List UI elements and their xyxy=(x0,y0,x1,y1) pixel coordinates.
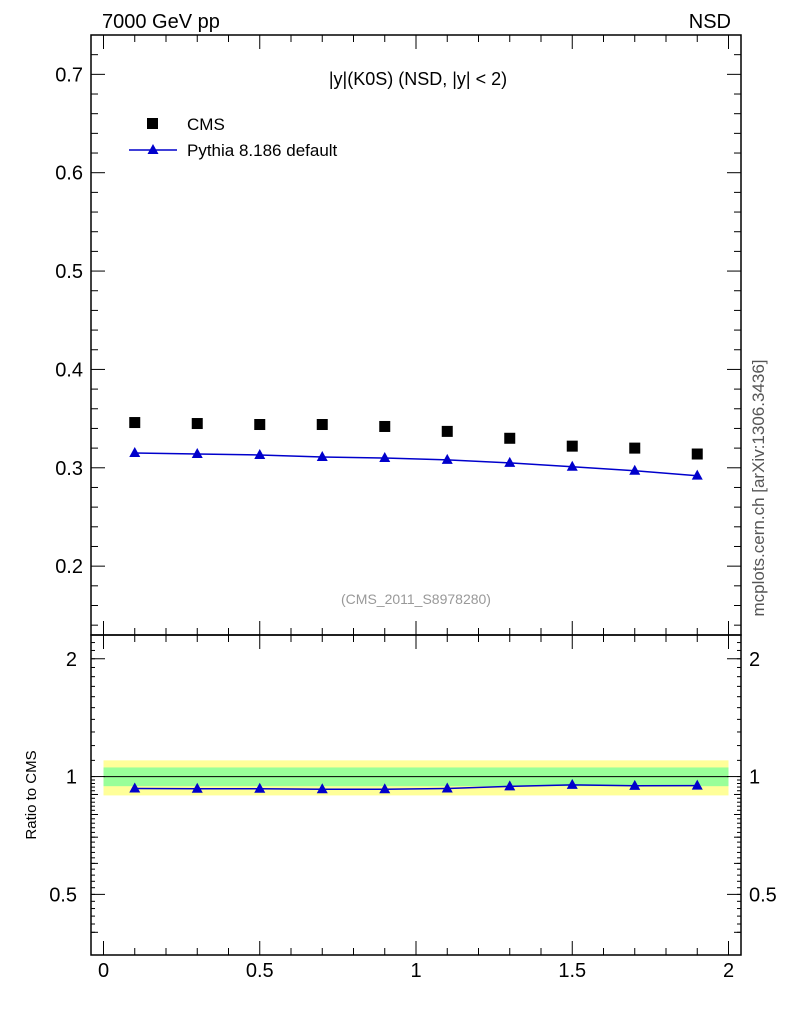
mc-data-point xyxy=(441,453,453,464)
ratio-data-point xyxy=(504,780,516,791)
y-tick-label: 0.4 xyxy=(55,359,83,381)
plot-title: |y|(K0S) (NSD, |y| < 2) xyxy=(329,69,507,89)
y-tick-label: 0.7 xyxy=(55,64,83,86)
cms-data-point xyxy=(566,440,578,452)
process-label: NSD xyxy=(689,11,731,33)
mc-data-point xyxy=(316,450,328,461)
ratio-data-point xyxy=(191,782,203,793)
mc-data-point xyxy=(379,451,391,462)
cms-data-point xyxy=(441,425,453,437)
mc-data-point xyxy=(191,448,203,459)
ratio-y-tick-label-right: 2 xyxy=(749,649,760,671)
main-plot: 0.2 0.3 0.4 0.5 0.6 0.7 |y|(K0S) (NSD, |y| < … xyxy=(55,34,742,636)
cms-data-point xyxy=(316,419,328,431)
side-label: mcplots.cern.ch [arXiv:1306.3436] xyxy=(749,359,768,616)
main-markers-group xyxy=(129,417,703,480)
x-tick-label: 1.5 xyxy=(558,960,586,982)
ratio-data-point xyxy=(379,783,391,794)
cms-data-point xyxy=(129,417,141,429)
energy-label: 7000 GeV pp xyxy=(102,11,220,33)
ratio-data-point xyxy=(316,783,328,794)
legend: CMS Pythia 8.186 default xyxy=(129,115,338,160)
ratio-series-line xyxy=(134,784,698,791)
x-tick-label: 0 xyxy=(98,960,109,982)
cms-data-point xyxy=(691,448,703,460)
ratio-y-tick-label-right: 1 xyxy=(749,767,760,789)
ratio-data-point xyxy=(441,782,453,793)
legend-cms-marker xyxy=(147,118,158,129)
legend-cms-label: CMS xyxy=(187,115,225,134)
ratio-axis-ticks: 0.5 0.5 1 1 2 2 0 0.5 1 1.5 2 xyxy=(49,635,777,982)
mc-data-point xyxy=(129,447,141,458)
cms-data-point xyxy=(504,432,516,444)
x-tick-label: 0.5 xyxy=(246,960,274,982)
ratio-ylabel: Ratio to CMS xyxy=(23,750,40,839)
cms-data-point xyxy=(379,420,391,432)
ratio-data-point xyxy=(254,782,266,793)
y-tick-label: 0.3 xyxy=(55,458,83,480)
ratio-y-tick-label: 0.5 xyxy=(49,884,77,906)
mc-data-point xyxy=(691,469,703,480)
legend-mc-marker xyxy=(147,144,159,154)
legend-mc-label: Pythia 8.186 default xyxy=(187,141,338,160)
ratio-series-group xyxy=(129,778,703,794)
mc-data-point xyxy=(254,449,266,459)
y-tick-label: 0.5 xyxy=(55,261,83,283)
x-tick-label: 1 xyxy=(410,960,421,982)
watermark: (CMS_2011_S8978280) xyxy=(341,591,491,607)
cms-data-point xyxy=(254,419,266,431)
ratio-y-tick-label: 1 xyxy=(66,767,77,789)
mc-data-point xyxy=(504,456,516,467)
ratio-plot-frame xyxy=(90,634,742,956)
mc-data-point xyxy=(566,460,578,471)
ratio-y-tick-label: 2 xyxy=(66,649,77,671)
mc-series-line xyxy=(134,452,698,477)
ratio-data-point xyxy=(691,779,703,790)
y-tick-label: 0.6 xyxy=(55,163,83,185)
mc-series-line-group xyxy=(134,452,698,477)
mc-data-point xyxy=(629,464,641,475)
ratio-data-point xyxy=(129,782,141,793)
ratio-data-point xyxy=(566,778,578,789)
ratio-y-tick-label-right: 0.5 xyxy=(749,884,777,906)
cms-data-point xyxy=(629,442,641,454)
main-axis-ticks: 0.2 0.3 0.4 0.5 0.6 0.7 xyxy=(55,34,741,635)
cms-data-point xyxy=(191,418,203,430)
x-tick-label: 2 xyxy=(723,960,734,982)
ratio-plot: 0.5 0.5 1 1 2 2 0 0.5 1 1.5 2 Ratio to CMS xyxy=(23,634,777,982)
y-tick-label: 0.2 xyxy=(55,556,83,578)
ratio-data-point xyxy=(629,779,641,790)
